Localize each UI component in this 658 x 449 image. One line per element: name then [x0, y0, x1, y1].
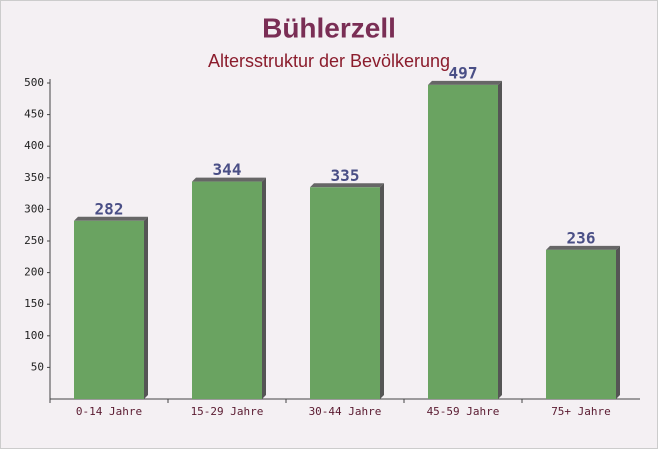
value-label: 497 — [449, 63, 478, 82]
x-tick-label: 45-59 Jahre — [427, 405, 500, 418]
value-label: 236 — [567, 228, 596, 247]
x-tick-label: 0-14 Jahre — [76, 405, 142, 418]
bar-side — [144, 216, 148, 399]
y-tick-label: 400 — [24, 139, 44, 152]
bar-top — [192, 177, 266, 182]
value-label: 335 — [331, 166, 360, 185]
value-label: 344 — [213, 160, 242, 179]
bar-side — [616, 245, 620, 399]
y-tick-label: 250 — [24, 234, 44, 247]
bar-side — [498, 80, 502, 400]
y-tick-label: 300 — [24, 202, 44, 215]
y-tick-label: 150 — [24, 297, 44, 310]
x-tick-label: 75+ Jahre — [551, 405, 611, 418]
bar-top — [310, 183, 384, 188]
bar — [74, 220, 144, 399]
y-tick-label: 50 — [31, 360, 44, 373]
bar-side — [380, 183, 384, 399]
bar — [546, 249, 616, 399]
bar — [310, 187, 380, 399]
y-tick-label: 450 — [24, 108, 44, 121]
bar — [428, 84, 498, 400]
y-tick-label: 200 — [24, 266, 44, 279]
x-tick-label: 15-29 Jahre — [191, 405, 264, 418]
bar-side — [262, 177, 266, 399]
bar-top — [74, 216, 148, 221]
y-tick-label: 500 — [24, 76, 44, 89]
bar-top — [428, 80, 502, 85]
chart-title: Bühlerzell — [262, 12, 396, 43]
bar-top — [546, 245, 620, 250]
x-tick-label: 30-44 Jahre — [309, 405, 382, 418]
value-label: 282 — [95, 199, 124, 218]
chart-subtitle: Altersstruktur der Bevölkerung — [208, 51, 450, 71]
bar — [192, 181, 262, 399]
y-tick-label: 100 — [24, 329, 44, 342]
y-tick-label: 350 — [24, 171, 44, 184]
